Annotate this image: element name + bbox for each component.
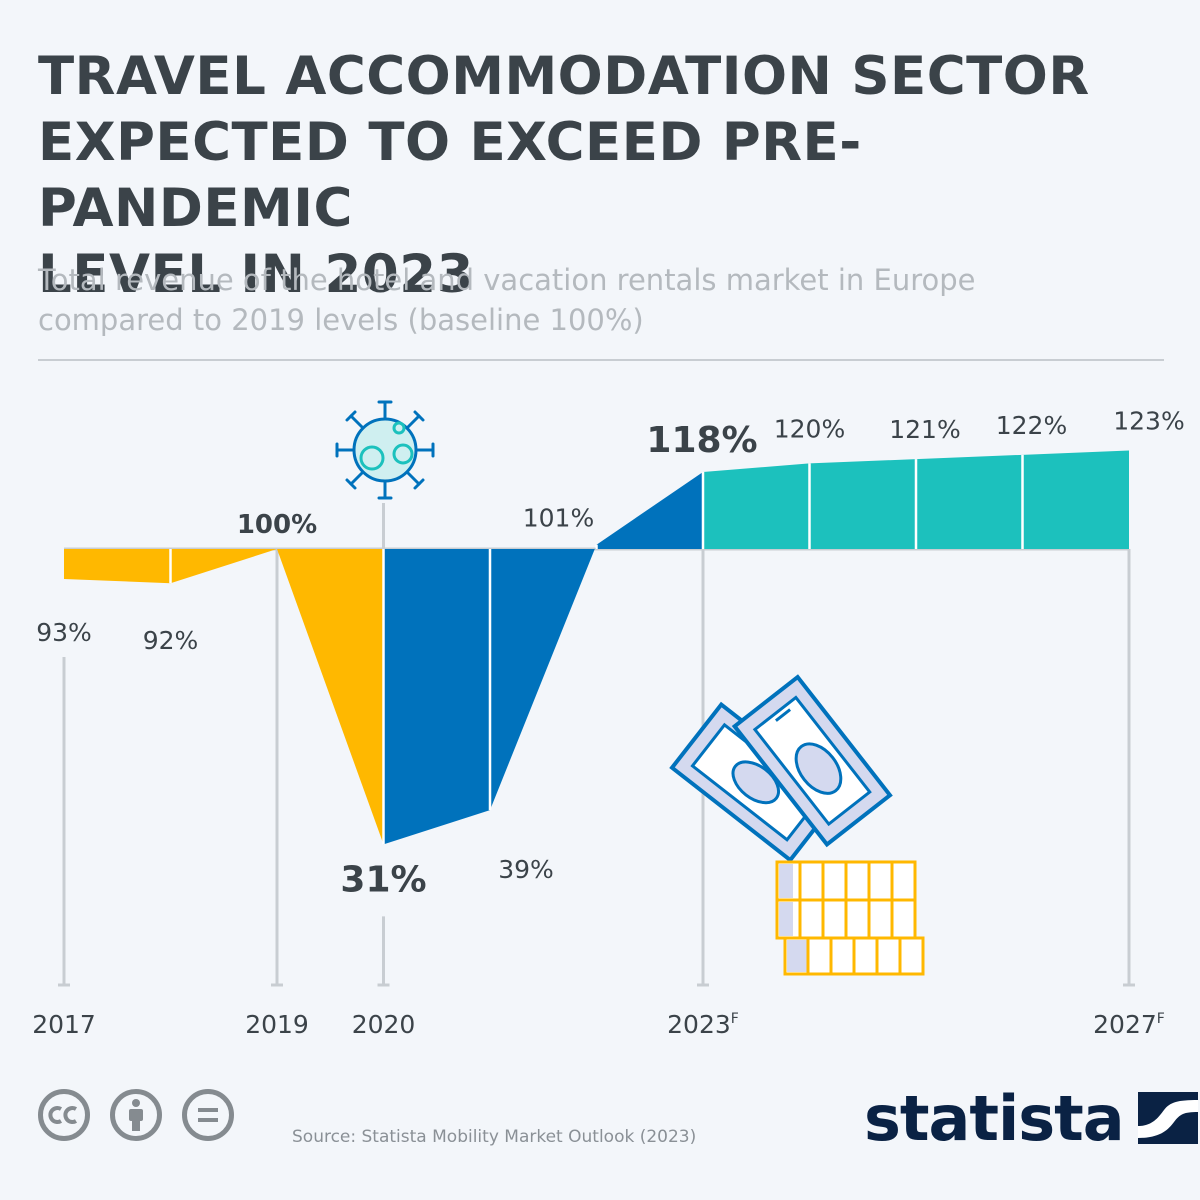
revenue-chart: 93% 92% 100% 31% 39% 101% 118% 120% 121% 122% 123%… [32, 400, 1185, 1039]
data-label: 93% [36, 618, 92, 647]
subtitle-line: compared to 2019 levels (baseline 100%) [38, 303, 644, 337]
year-label: 2027F [1093, 1010, 1165, 1039]
area-segment [916, 454, 1023, 549]
data-label: 122% [996, 411, 1067, 440]
forecast-marker: F [1157, 1011, 1165, 1027]
segment-dividers [169, 454, 1024, 845]
year-label: 2017 [32, 1010, 96, 1039]
area-segment [64, 549, 171, 584]
data-label: 118% [646, 420, 757, 461]
year-label: 2019 [245, 1010, 309, 1039]
virus-icon [335, 400, 435, 500]
area-segments [64, 450, 1129, 845]
chart-title: TRAVEL ACCOMMODATION SECTOR EXPECTED TO … [38, 44, 1168, 308]
area-segment [170, 549, 277, 584]
no-derivatives-icon [182, 1089, 234, 1141]
data-label: 100% [237, 510, 317, 540]
data-label: 121% [889, 415, 960, 444]
source-note: Source: Statista Mobility Market Outlook… [292, 1127, 697, 1147]
data-label: 39% [498, 855, 554, 884]
money-coins-icon [669, 674, 925, 976]
area-segment [277, 549, 384, 845]
area-segment [703, 463, 810, 549]
area-segment [490, 544, 597, 811]
area-segment [809, 459, 916, 549]
data-label: 123% [1113, 407, 1184, 436]
subtitle-line: Total revenue of the hotel and vacation … [38, 263, 976, 297]
statista-logo: statista [864, 1078, 1198, 1158]
area-segment [383, 549, 490, 845]
brand-name: statista [864, 1081, 1125, 1155]
cc-icon [38, 1089, 90, 1141]
statista-logo-icon [1137, 1092, 1198, 1144]
data-label: 92% [143, 626, 199, 655]
year-labels: 2017 2019 2020 2023F 2027F [32, 1010, 1165, 1039]
title-line: EXPECTED TO EXCEED PRE-PANDEMIC [38, 112, 862, 239]
area-segment [1022, 450, 1129, 549]
area-segment [596, 471, 703, 549]
title-line: LEVEL IN 2023 [38, 244, 474, 305]
year-label: 2020 [352, 1010, 416, 1039]
forecast-marker: F [731, 1011, 739, 1027]
header-divider [38, 359, 1164, 361]
year-label: 2023F [667, 1010, 739, 1039]
data-label: 101% [523, 504, 594, 533]
attribution-icon [110, 1089, 162, 1141]
guide-lines [58, 503, 1135, 987]
data-label: 31% [340, 859, 426, 900]
title-line: TRAVEL ACCOMMODATION SECTOR [38, 46, 1090, 107]
chart-subtitle: Total revenue of the hotel and vacation … [38, 260, 1168, 340]
data-label: 120% [774, 414, 845, 443]
value-labels: 93% 92% 100% 31% 39% 101% 118% 120% 121% 122% 123% [36, 407, 1185, 901]
